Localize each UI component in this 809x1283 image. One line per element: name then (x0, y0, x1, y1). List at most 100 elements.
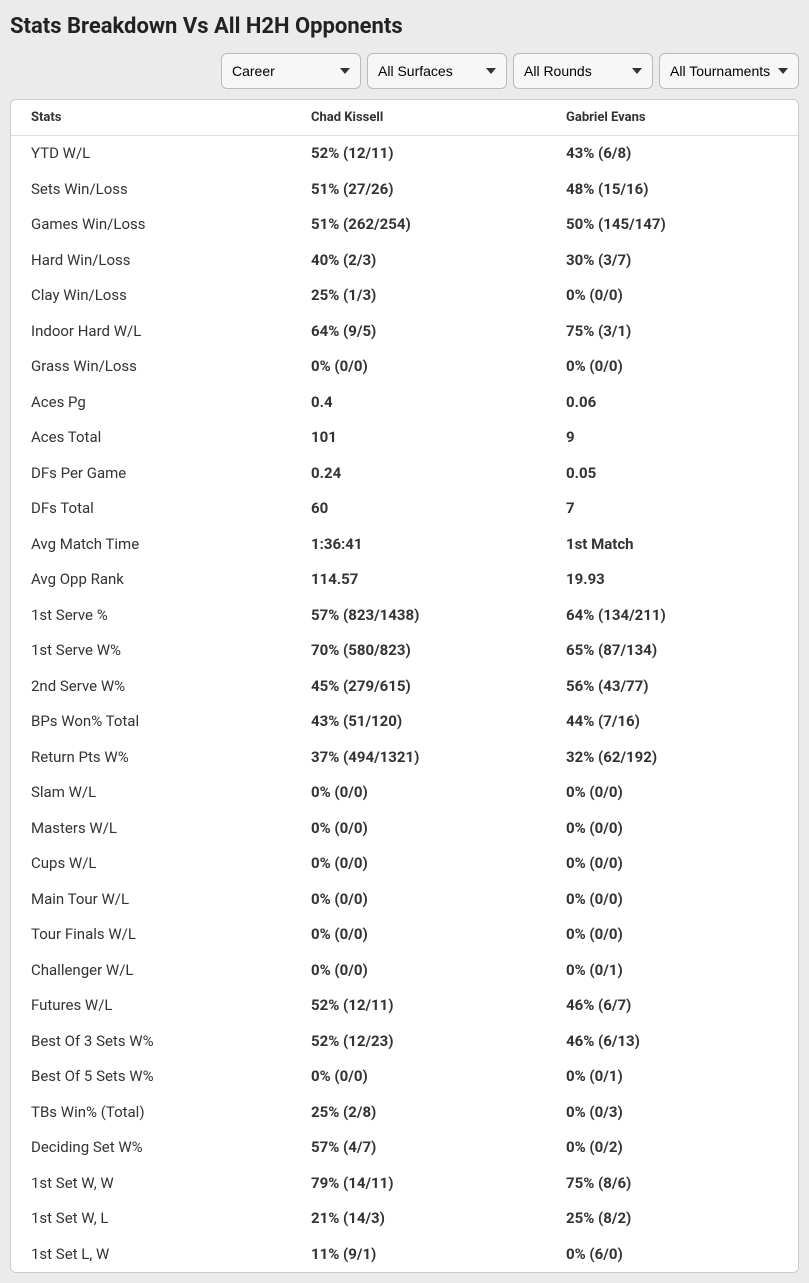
stat-value-player2: 75% (8/6) (546, 1166, 798, 1202)
stat-value-player1: 0% (0/0) (291, 349, 546, 385)
stat-value-player2: 0.05 (546, 456, 798, 492)
table-row: Aces Total1019 (11, 420, 798, 456)
filter-career[interactable]: Career (221, 53, 361, 89)
stat-label: 1st Serve W% (11, 633, 291, 669)
stat-label: Aces Pg (11, 385, 291, 421)
stat-value-player1: 25% (2/8) (291, 1095, 546, 1131)
stat-label: 1st Set L, W (11, 1237, 291, 1273)
stat-label: YTD W/L (11, 136, 291, 172)
table-row: Grass Win/Loss0% (0/0)0% (0/0) (11, 349, 798, 385)
stat-label: 1st Serve % (11, 598, 291, 634)
stat-label: Return Pts W% (11, 740, 291, 776)
table-row: Aces Pg0.40.06 (11, 385, 798, 421)
stat-value-player2: 0% (6/0) (546, 1237, 798, 1273)
table-row: BPs Won% Total43% (51/120)44% (7/16) (11, 704, 798, 740)
stat-value-player2: 25% (8/2) (546, 1201, 798, 1237)
stat-label: Futures W/L (11, 988, 291, 1024)
stat-label: Best Of 3 Sets W% (11, 1024, 291, 1060)
table-row: Clay Win/Loss25% (1/3)0% (0/0) (11, 278, 798, 314)
stats-table: Stats Chad Kissell Gabriel Evans YTD W/L… (11, 100, 798, 1272)
stat-value-player2: 0% (0/3) (546, 1095, 798, 1131)
table-row: 1st Serve W%70% (580/823)65% (87/134) (11, 633, 798, 669)
stat-label: Avg Opp Rank (11, 562, 291, 598)
stat-value-player2: 0% (0/0) (546, 917, 798, 953)
stat-value-player2: 0% (0/0) (546, 775, 798, 811)
filter-rounds[interactable]: All Rounds (513, 53, 653, 89)
stat-value-player2: 43% (6/8) (546, 136, 798, 172)
stat-value-player2: 7 (546, 491, 798, 527)
table-row: Tour Finals W/L0% (0/0)0% (0/0) (11, 917, 798, 953)
stat-value-player1: 101 (291, 420, 546, 456)
stat-label: Tour Finals W/L (11, 917, 291, 953)
stat-value-player1: 1:36:41 (291, 527, 546, 563)
table-row: Avg Match Time1:36:411st Match (11, 527, 798, 563)
table-row: 1st Set W, L21% (14/3)25% (8/2) (11, 1201, 798, 1237)
stat-label: Indoor Hard W/L (11, 314, 291, 350)
stat-label: Aces Total (11, 420, 291, 456)
table-row: Main Tour W/L0% (0/0)0% (0/0) (11, 882, 798, 918)
table-row: Games Win/Loss51% (262/254)50% (145/147) (11, 207, 798, 243)
stat-value-player2: 46% (6/7) (546, 988, 798, 1024)
stat-value-player1: 0.24 (291, 456, 546, 492)
stat-label: BPs Won% Total (11, 704, 291, 740)
stat-label: 1st Set W, L (11, 1201, 291, 1237)
stat-label: Masters W/L (11, 811, 291, 847)
table-row: Slam W/L0% (0/0)0% (0/0) (11, 775, 798, 811)
stat-value-player2: 44% (7/16) (546, 704, 798, 740)
stat-label: Deciding Set W% (11, 1130, 291, 1166)
table-row: 1st Serve %57% (823/1438)64% (134/211) (11, 598, 798, 634)
stat-label: Challenger W/L (11, 953, 291, 989)
stat-value-player2: 19.93 (546, 562, 798, 598)
stat-value-player1: 21% (14/3) (291, 1201, 546, 1237)
stat-value-player1: 40% (2/3) (291, 243, 546, 279)
stat-value-player1: 60 (291, 491, 546, 527)
filter-tournaments[interactable]: All Tournaments (659, 53, 799, 89)
stat-value-player1: 0% (0/0) (291, 846, 546, 882)
stat-value-player2: 0% (0/1) (546, 953, 798, 989)
stat-label: Games Win/Loss (11, 207, 291, 243)
stat-value-player1: 64% (9/5) (291, 314, 546, 350)
stat-value-player1: 37% (494/1321) (291, 740, 546, 776)
stat-value-player2: 0% (0/0) (546, 278, 798, 314)
stat-value-player2: 46% (6/13) (546, 1024, 798, 1060)
stat-value-player1: 57% (823/1438) (291, 598, 546, 634)
stat-value-player1: 52% (12/11) (291, 988, 546, 1024)
stat-value-player1: 43% (51/120) (291, 704, 546, 740)
table-row: 1st Set L, W11% (9/1)0% (6/0) (11, 1237, 798, 1273)
stat-label: Cups W/L (11, 846, 291, 882)
table-row: 2nd Serve W%45% (279/615)56% (43/77) (11, 669, 798, 705)
stat-label: Slam W/L (11, 775, 291, 811)
stat-label: 2nd Serve W% (11, 669, 291, 705)
table-row: DFs Total607 (11, 491, 798, 527)
filter-surfaces[interactable]: All Surfaces (367, 53, 507, 89)
table-row: Indoor Hard W/L64% (9/5)75% (3/1) (11, 314, 798, 350)
stat-value-player2: 0% (0/1) (546, 1059, 798, 1095)
stat-label: Clay Win/Loss (11, 278, 291, 314)
stat-value-player1: 52% (12/23) (291, 1024, 546, 1060)
stat-value-player2: 9 (546, 420, 798, 456)
col-header-stats: Stats (11, 100, 291, 136)
stat-value-player1: 45% (279/615) (291, 669, 546, 705)
table-row: DFs Per Game0.240.05 (11, 456, 798, 492)
stat-value-player1: 25% (1/3) (291, 278, 546, 314)
table-row: Masters W/L0% (0/0)0% (0/0) (11, 811, 798, 847)
stat-value-player2: 0% (0/0) (546, 349, 798, 385)
stat-value-player2: 64% (134/211) (546, 598, 798, 634)
table-row: YTD W/L52% (12/11)43% (6/8) (11, 136, 798, 172)
table-row: Avg Opp Rank114.5719.93 (11, 562, 798, 598)
stat-value-player2: 0% (0/0) (546, 882, 798, 918)
stat-value-player1: 70% (580/823) (291, 633, 546, 669)
stat-value-player1: 0% (0/0) (291, 811, 546, 847)
table-row: Cups W/L0% (0/0)0% (0/0) (11, 846, 798, 882)
stat-value-player1: 79% (14/11) (291, 1166, 546, 1202)
table-row: Best Of 3 Sets W%52% (12/23)46% (6/13) (11, 1024, 798, 1060)
table-row: TBs Win% (Total)25% (2/8)0% (0/3) (11, 1095, 798, 1131)
stat-value-player1: 11% (9/1) (291, 1237, 546, 1273)
stat-value-player2: 1st Match (546, 527, 798, 563)
stat-value-player1: 51% (27/26) (291, 172, 546, 208)
stat-label: TBs Win% (Total) (11, 1095, 291, 1131)
stat-value-player2: 0% (0/0) (546, 811, 798, 847)
col-header-player1: Chad Kissell (291, 100, 546, 136)
table-row: Return Pts W%37% (494/1321)32% (62/192) (11, 740, 798, 776)
stat-value-player1: 0% (0/0) (291, 1059, 546, 1095)
